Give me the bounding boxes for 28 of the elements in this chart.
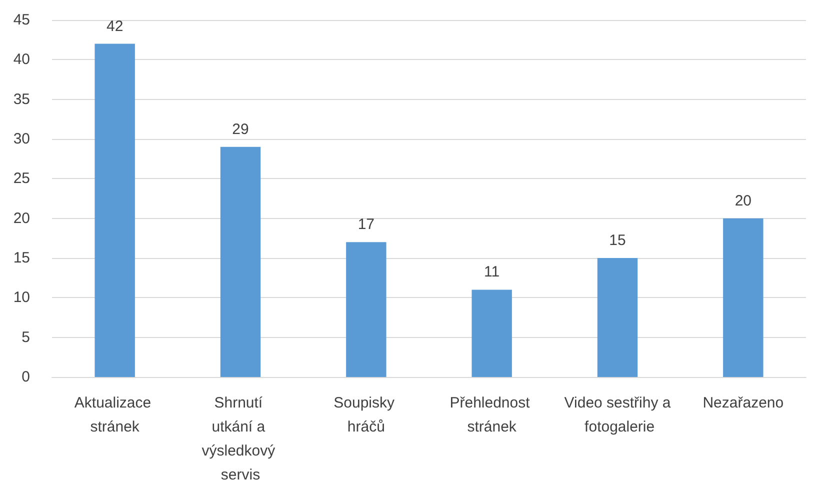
x-tick-label: Soupisky hráčů: [334, 394, 399, 436]
y-tick-label: 15: [13, 250, 30, 266]
data-label: 42: [106, 18, 124, 35]
data-label: 17: [358, 216, 375, 234]
data-label: 29: [232, 120, 249, 138]
x-tick-label: Shrnutí utkání a výsledkový servis: [202, 394, 280, 484]
bar: [220, 146, 261, 377]
y-tick-label: 10: [13, 289, 30, 306]
y-tick-label: 35: [13, 90, 30, 108]
y-tick-label: 40: [13, 51, 30, 68]
bar: [94, 44, 135, 377]
data-label: 15: [609, 232, 626, 249]
data-label: 11: [484, 264, 500, 281]
bar: [723, 218, 764, 377]
y-tick-label: 45: [13, 12, 30, 28]
y-tick-label: 25: [13, 170, 30, 188]
x-tick-label: Nezařazeno: [702, 394, 784, 412]
data-label: 20: [734, 192, 752, 210]
bar: [346, 242, 386, 377]
y-tick-label: 30: [13, 130, 30, 148]
bar: [597, 258, 638, 377]
x-tick-label: Aktualizace stránek: [74, 394, 156, 436]
y-tick-label: 5: [22, 328, 30, 346]
x-tick-label: Video sestřihy a fotogalerie: [564, 394, 672, 436]
bar: [472, 290, 512, 377]
y-tick-label: 20: [13, 210, 30, 227]
x-tick-label: Přehlednost stránek: [450, 394, 534, 436]
y-tick-label: 0: [22, 368, 30, 386]
